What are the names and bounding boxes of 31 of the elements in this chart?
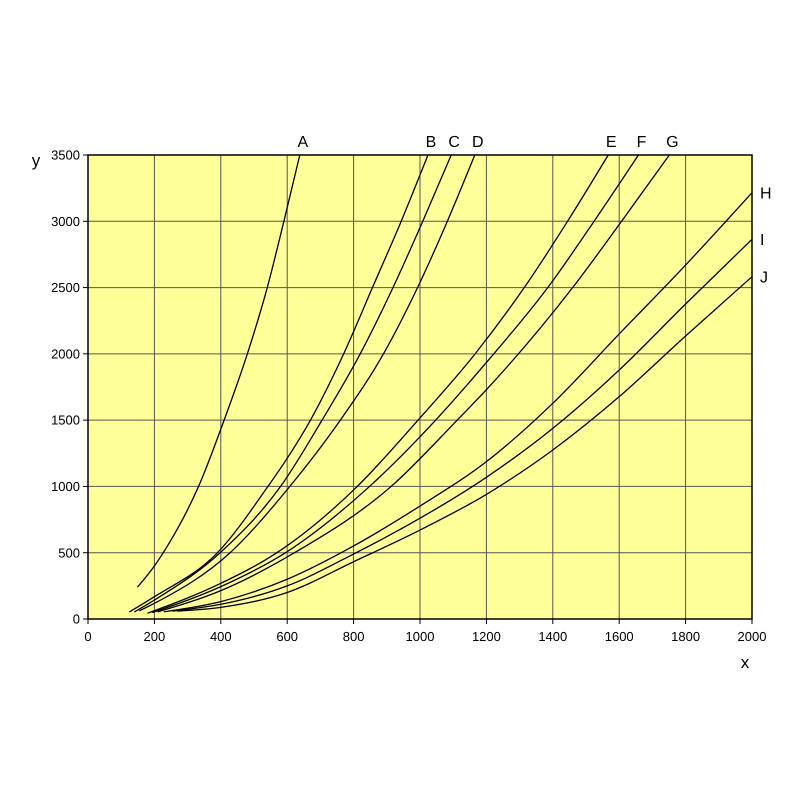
x-tick-label: 400 bbox=[210, 629, 232, 644]
x-tick-label: 600 bbox=[276, 629, 298, 644]
x-tick-label: 0 bbox=[84, 629, 92, 644]
x-tick-label: 800 bbox=[342, 629, 364, 644]
x-tick-label: 1400 bbox=[538, 629, 568, 644]
series-label: I bbox=[760, 232, 764, 249]
series-label: C bbox=[448, 134, 460, 151]
series-label: G bbox=[666, 134, 679, 151]
series-label: A bbox=[297, 134, 308, 151]
y-tick-label: 1500 bbox=[51, 412, 80, 428]
y-tick-label: 3500 bbox=[51, 148, 80, 163]
series-label: D bbox=[472, 134, 484, 151]
y-tick-label: 1000 bbox=[51, 478, 80, 494]
series-label: E bbox=[606, 134, 617, 151]
y-tick-label: 0 bbox=[72, 612, 80, 627]
y-tick-label: 3000 bbox=[51, 214, 80, 229]
x-tick-label: 2000 bbox=[738, 629, 766, 644]
x-tick-label: 1200 bbox=[472, 629, 501, 644]
series-label: H bbox=[760, 185, 772, 202]
x-tick-label: 1600 bbox=[604, 629, 634, 644]
y-axis-title: y bbox=[32, 151, 41, 170]
series-label: J bbox=[760, 269, 768, 286]
x-tick-label: 1000 bbox=[406, 629, 434, 644]
x-axis-title: x bbox=[740, 653, 750, 672]
x-tick-label: 200 bbox=[144, 629, 166, 644]
y-tick-label: 2000 bbox=[51, 346, 80, 362]
series-label: F bbox=[636, 134, 647, 151]
series-label: B bbox=[426, 134, 436, 151]
x-tick-label: 1800 bbox=[671, 629, 700, 644]
y-tick-label: 2500 bbox=[51, 280, 80, 296]
y-tick-label: 500 bbox=[58, 545, 80, 560]
